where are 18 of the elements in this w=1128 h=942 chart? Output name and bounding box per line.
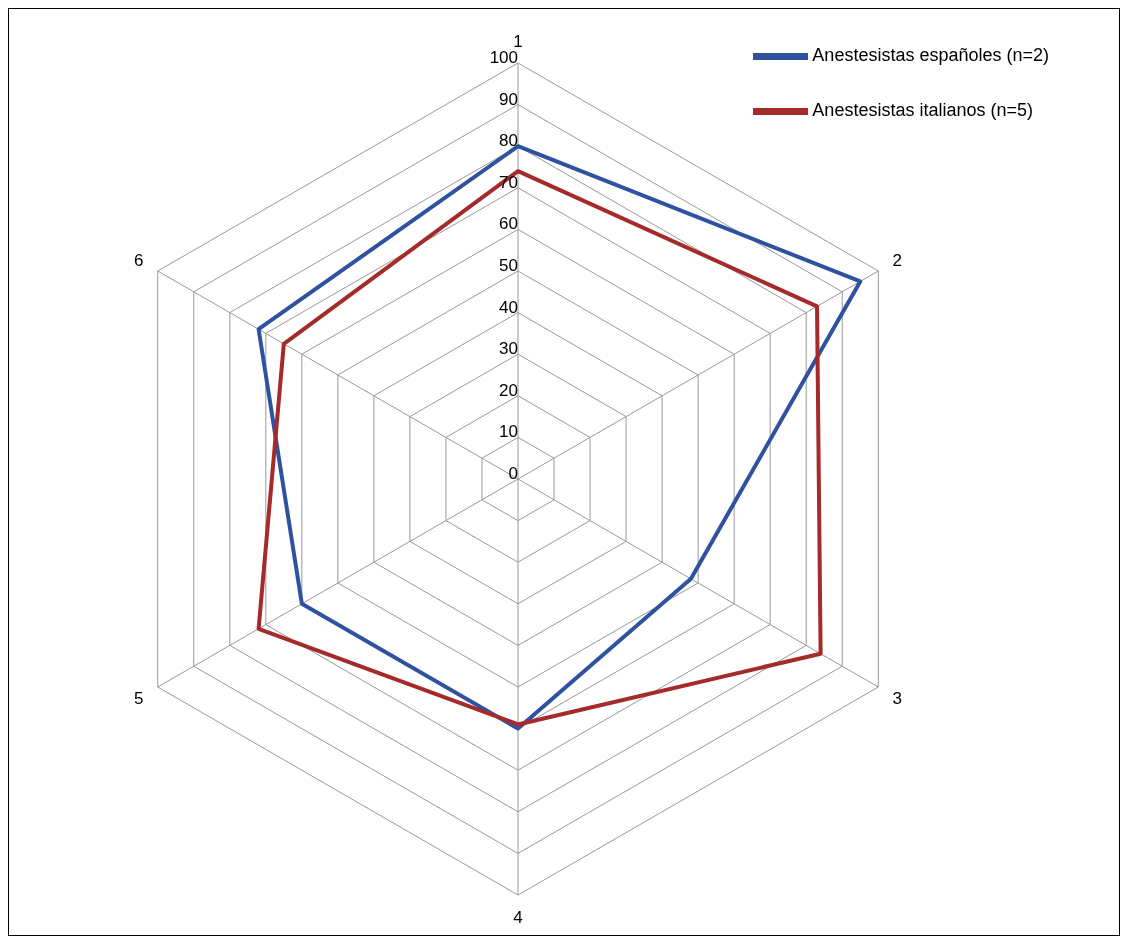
y-tick-label: 100 <box>489 48 518 67</box>
y-tick-label: 10 <box>499 422 518 442</box>
y-tick-label: 40 <box>499 297 518 317</box>
y-tick-label: 50 <box>499 256 518 275</box>
y-tick-label: 80 <box>499 131 518 151</box>
spoke-label: 5 <box>133 688 144 708</box>
legend-label: Anestesistas españoles (n=2) <box>812 45 1049 66</box>
y-tick-label: 0 <box>508 464 518 483</box>
spoke-label: 2 <box>892 250 903 270</box>
spoke-label: 4 <box>513 907 523 927</box>
spoke-label: 3 <box>892 688 903 708</box>
spoke-label: 6 <box>133 250 144 270</box>
y-tick-label: 20 <box>499 380 518 400</box>
y-tick-label: 90 <box>499 89 518 109</box>
y-tick-label: 60 <box>499 214 518 234</box>
spoke-label: 1 <box>513 31 523 51</box>
legend-label: Anestesistas italianos (n=5) <box>812 100 1033 121</box>
y-tick-label: 30 <box>499 339 518 359</box>
